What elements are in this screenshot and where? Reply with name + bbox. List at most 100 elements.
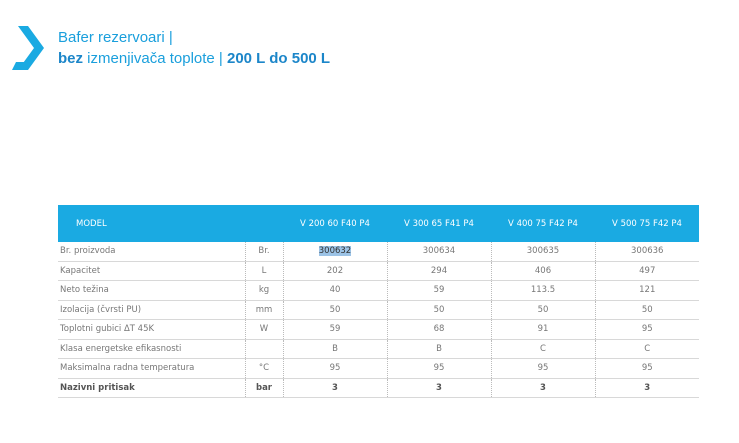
value: 113.5: [530, 285, 556, 296]
value: 3: [436, 382, 442, 393]
value: 68: [433, 324, 445, 335]
value-cell: 95: [386, 358, 491, 379]
table-row: Neto težina kg 40 59 113.5 121: [58, 280, 699, 301]
title-text: izmenjivača toplote |: [83, 50, 227, 67]
value-cell: 95: [594, 319, 699, 340]
value-cell: 40: [282, 280, 387, 301]
value: B: [332, 343, 338, 354]
row-label: Br. proizvoda: [58, 242, 245, 262]
row-unit: [244, 339, 283, 359]
value: 95: [641, 324, 653, 335]
header-cell: V 200 60 F40 P4: [283, 205, 387, 242]
value-cell: 300632: [282, 242, 387, 262]
value-cell: 406: [490, 261, 595, 281]
value-cell: 50: [282, 300, 387, 320]
row-label: Kapacitet: [58, 261, 245, 281]
value-cell: C: [594, 339, 699, 359]
value-cell: 300636: [594, 242, 699, 262]
value: 50: [329, 304, 341, 315]
value: 3: [332, 382, 338, 393]
row-unit: mm: [244, 300, 283, 320]
value-cell: 3: [282, 378, 387, 398]
table-row: Kapacitet L 202 294 406 497: [58, 261, 699, 281]
title: Bafer rezervoari | bez izmenjivača toplo…: [58, 27, 330, 69]
value: C: [644, 343, 651, 354]
value-cell: 3: [490, 378, 595, 398]
value: 95: [537, 363, 549, 374]
value: 300632: [318, 246, 352, 257]
value-cell: 95: [490, 358, 595, 379]
value: 300634: [422, 246, 456, 257]
table-row: Izolacija (čvrsti PU) mm 50 50 50 50: [58, 300, 699, 320]
value-cell: 202: [282, 261, 387, 281]
value: B: [436, 343, 442, 354]
title-bold: 200 L do 500 L: [226, 50, 331, 67]
title-line2: bez izmenjivača toplote | 200 L do 500 L: [58, 48, 330, 69]
value-cell: 50: [490, 300, 595, 320]
value-cell: 50: [594, 300, 699, 320]
row-unit: kg: [244, 280, 283, 301]
row-label: Maksimalna radna temperatura: [58, 358, 245, 379]
header-cell: MODEL: [58, 205, 283, 242]
value: 497: [639, 265, 656, 276]
value-cell: 59: [386, 280, 491, 301]
value: 50: [537, 304, 549, 315]
row-unit: bar: [244, 378, 283, 398]
header-row: MODEL V 200 60 F40 P4 V 300 65 F41 P4 V 400…: [58, 205, 699, 242]
value: 294: [430, 265, 448, 276]
logo: [12, 26, 44, 70]
row-unit: L: [244, 261, 283, 281]
value-cell: 300635: [490, 242, 595, 262]
value: 95: [329, 363, 341, 374]
value-cell: 95: [282, 358, 387, 379]
row-label: Izolacija (čvrsti PU): [58, 300, 245, 320]
value-cell: C: [490, 339, 595, 359]
row-unit: °C: [244, 358, 283, 379]
value: 95: [641, 363, 653, 374]
row-label: Neto težina: [58, 280, 245, 301]
value: 300635: [526, 246, 560, 257]
value: 3: [540, 382, 546, 393]
header-cell: V 300 65 F41 P4: [387, 205, 491, 242]
row-unit: W: [244, 319, 283, 340]
spec-table: MODEL V 200 60 F40 P4 V 300 65 F41 P4 V 400…: [58, 205, 699, 398]
value-cell: 113.5: [490, 280, 595, 301]
value-cell: 59: [282, 319, 387, 340]
value: 59: [329, 324, 341, 335]
value: C: [540, 343, 546, 354]
value-cell: 91: [490, 319, 595, 340]
table-row: Toplotni gubici ΔT 45K W 59 68 91 95: [58, 319, 699, 340]
value-cell: 121: [594, 280, 699, 301]
value: 50: [641, 304, 653, 315]
value-cell: B: [386, 339, 491, 359]
value: 406: [534, 265, 552, 276]
title-bold: bez: [58, 50, 84, 67]
row-label: Toplotni gubici ΔT 45K: [58, 319, 245, 340]
value-cell: 294: [386, 261, 491, 281]
value-cell: 497: [594, 261, 699, 281]
header-cell: V 500 75 F42 P4: [595, 205, 699, 242]
value-cell: B: [282, 339, 387, 359]
table-row: Maksimalna radna temperatura °C 95 95 95 95: [58, 358, 699, 379]
value-cell: 50: [386, 300, 491, 320]
value-cell: 300634: [386, 242, 491, 262]
value: 3: [644, 382, 651, 393]
row-label: Klasa energetske efikasnosti: [58, 339, 245, 359]
value-cell: 3: [386, 378, 491, 398]
value-cell: 3: [594, 378, 699, 398]
value: 40: [329, 285, 341, 296]
table-row: Nazivni pritisak bar 3 3 3 3: [58, 378, 699, 398]
value: 202: [326, 265, 344, 276]
title-line1: Bafer rezervoari |: [58, 29, 173, 46]
value: 95: [433, 363, 445, 374]
value: 50: [433, 304, 445, 315]
value: 91: [537, 324, 549, 335]
value-cell: 95: [594, 358, 699, 379]
value-cell: 68: [386, 319, 491, 340]
header-cell: V 400 75 F42 P4: [491, 205, 595, 242]
value: 121: [639, 285, 656, 296]
row-unit: Br.: [244, 242, 283, 262]
value: 59: [433, 285, 445, 296]
row-label: Nazivni pritisak: [58, 378, 245, 398]
